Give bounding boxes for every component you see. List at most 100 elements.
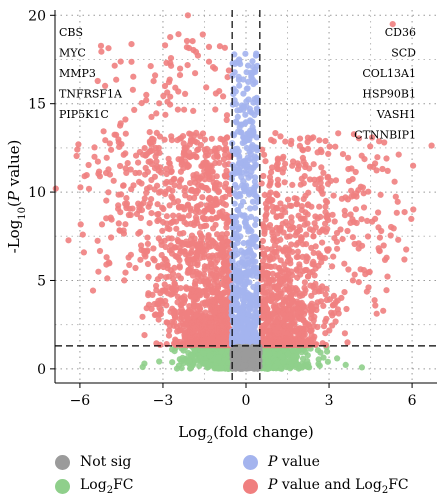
point-p-value [243, 335, 250, 342]
point-p-and-fc [116, 143, 123, 150]
point-p-and-fc [169, 290, 176, 297]
point-p-and-fc [152, 153, 159, 160]
point-p-and-fc [166, 284, 173, 291]
point-p-value [247, 118, 254, 125]
point-p-and-fc [277, 133, 284, 140]
point-p-and-fc [275, 324, 282, 331]
point-p-and-fc [320, 323, 328, 330]
point-p-and-fc [298, 207, 305, 214]
point-p-and-fc [263, 204, 270, 211]
point-p-and-fc [316, 203, 323, 210]
point-p-and-fc [331, 310, 338, 317]
point-p-and-fc [273, 191, 280, 198]
point-p-and-fc [199, 194, 206, 201]
point-p-and-fc [136, 169, 143, 176]
point-p-and-fc [199, 314, 206, 321]
point-p-and-fc [310, 233, 317, 240]
point-p-and-fc [158, 169, 165, 176]
point-p-and-fc [284, 267, 291, 274]
point-p-and-fc [288, 214, 295, 221]
point-p-and-fc [220, 93, 227, 100]
point-p-and-fc [150, 245, 157, 252]
point-p-and-fc [198, 234, 206, 241]
point-p-value [253, 105, 260, 112]
point-p-and-fc [364, 233, 372, 240]
point-log2fc [156, 358, 163, 365]
point-p-and-fc [122, 269, 129, 276]
point-p-and-fc [163, 59, 170, 66]
point-p-and-fc [155, 210, 162, 218]
point-p-and-fc [306, 226, 314, 233]
point-p-value [236, 56, 243, 63]
point-p-and-fc [81, 173, 88, 180]
point-p-and-fc [212, 259, 219, 266]
point-p-and-fc [122, 165, 129, 172]
point-p-and-fc [394, 198, 401, 205]
point-p-and-fc [186, 130, 193, 137]
point-p-and-fc [318, 227, 326, 234]
point-p-and-fc [75, 141, 82, 148]
point-p-and-fc [300, 302, 307, 309]
point-p-and-fc [52, 185, 59, 192]
point-p-and-fc [262, 212, 269, 219]
point-p-and-fc [142, 164, 149, 172]
point-p-and-fc [265, 323, 272, 330]
point-p-and-fc [293, 201, 300, 208]
point-p-and-fc [310, 249, 317, 256]
point-p-and-fc [274, 318, 281, 325]
point-p-value [252, 52, 260, 59]
point-p-and-fc [198, 163, 205, 170]
point-log2fc [297, 363, 304, 370]
point-p-and-fc [148, 176, 155, 184]
point-p-and-fc [355, 135, 363, 142]
point-p-and-fc [319, 239, 326, 246]
point-p-and-fc [283, 341, 290, 348]
point-p-and-fc [166, 76, 173, 83]
point-p-and-fc [383, 287, 390, 294]
point-p-and-fc [377, 191, 384, 198]
point-p-value [249, 58, 256, 65]
point-p-and-fc [137, 256, 144, 263]
point-p-and-fc [332, 143, 339, 150]
point-p-and-fc [208, 135, 215, 142]
point-p-and-fc [367, 143, 374, 150]
point-p-and-fc [276, 265, 283, 272]
point-p-and-fc [318, 164, 325, 171]
point-p-and-fc [115, 136, 122, 143]
point-p-and-fc [182, 184, 189, 192]
point-log2fc [274, 359, 281, 366]
point-p-and-fc [209, 168, 216, 175]
point-log2fc [187, 352, 194, 359]
point-p-and-fc [330, 192, 337, 199]
point-p-and-fc [187, 250, 194, 257]
point-p-and-fc [297, 271, 304, 278]
point-p-and-fc [323, 199, 331, 206]
point-p-and-fc [103, 169, 110, 177]
point-log2fc [180, 347, 187, 354]
point-p-and-fc [175, 212, 182, 219]
point-p-and-fc [310, 161, 317, 168]
point-p-value [234, 113, 241, 120]
point-p-and-fc [105, 189, 112, 196]
point-p-and-fc [311, 176, 318, 183]
point-p-and-fc [224, 134, 231, 141]
point-p-and-fc [282, 322, 289, 329]
point-p-and-fc [260, 172, 267, 180]
point-p-and-fc [296, 142, 303, 149]
point-p-and-fc [207, 268, 214, 275]
point-p-and-fc [387, 232, 394, 239]
point-p-and-fc [179, 133, 187, 140]
point-p-and-fc [273, 213, 280, 221]
point-p-and-fc [162, 191, 169, 198]
point-p-and-fc [145, 292, 152, 299]
point-p-and-fc [289, 289, 297, 296]
point-p-and-fc [108, 234, 115, 241]
point-p-value [253, 319, 260, 326]
point-p-and-fc [331, 235, 338, 242]
point-p-and-fc [201, 136, 208, 143]
point-p-and-fc [324, 174, 331, 181]
point-p-and-fc [110, 177, 117, 184]
point-p-and-fc [144, 240, 151, 247]
point-p-and-fc [108, 146, 115, 153]
point-p-and-fc [296, 223, 303, 231]
